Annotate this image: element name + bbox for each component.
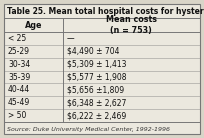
Text: Age: Age — [25, 21, 42, 30]
Text: 45-49: 45-49 — [8, 98, 30, 107]
Text: $6,348 ± 2,627: $6,348 ± 2,627 — [67, 98, 126, 107]
Text: $5,309 ± 1,413: $5,309 ± 1,413 — [67, 60, 126, 69]
Text: 35-39: 35-39 — [8, 72, 30, 82]
Text: $6,222 ± 2,469: $6,222 ± 2,469 — [67, 111, 126, 120]
Text: < 25: < 25 — [8, 34, 26, 43]
Text: $5,656 ±1,809: $5,656 ±1,809 — [67, 85, 124, 94]
Text: Table 25. Mean total hospital costs for hysterectomy, by age: Table 25. Mean total hospital costs for … — [7, 7, 204, 16]
Text: Source: Duke University Medical Center, 1992-1996: Source: Duke University Medical Center, … — [7, 127, 170, 132]
Text: 30-34: 30-34 — [8, 60, 30, 69]
Text: 25-29: 25-29 — [8, 47, 30, 56]
Text: $4,490 ± 704: $4,490 ± 704 — [67, 47, 119, 56]
Text: $5,577 ± 1,908: $5,577 ± 1,908 — [67, 72, 126, 82]
Text: > 50: > 50 — [8, 111, 26, 120]
Text: 40-44: 40-44 — [8, 85, 30, 94]
Text: —: — — [67, 34, 74, 43]
Text: Mean costs
(n = 753): Mean costs (n = 753) — [106, 15, 157, 35]
